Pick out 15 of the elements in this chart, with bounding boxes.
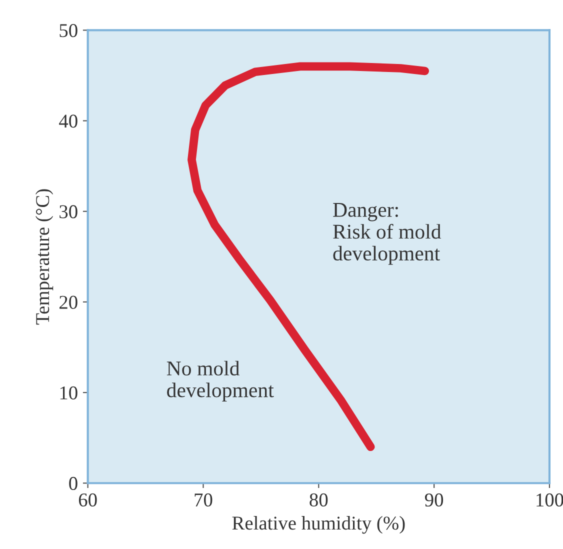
x-axis-title: Relative humidity (%) — [232, 516, 405, 534]
y-tick-label: 40 — [59, 114, 78, 128]
y-tick-label: 50 — [60, 24, 78, 38]
x-tick-label: 80 — [310, 493, 328, 507]
y-tick-label: 20 — [60, 296, 78, 309]
x-tick-label: 90 — [424, 493, 444, 507]
y-tick-label: 30 — [60, 205, 78, 218]
y-tick-label: 10 — [60, 386, 78, 400]
x-tick-label: 100 — [536, 493, 563, 507]
x-tick-label: 70 — [194, 493, 212, 507]
x-tick-label: 60 — [78, 493, 97, 507]
annotation: Danger: Risk of mold development — [333, 203, 442, 265]
annotation: No mold development — [166, 360, 274, 402]
y-axis-title: Temperature (°C) — [35, 189, 54, 325]
y-tick-label: 0 — [69, 476, 78, 490]
